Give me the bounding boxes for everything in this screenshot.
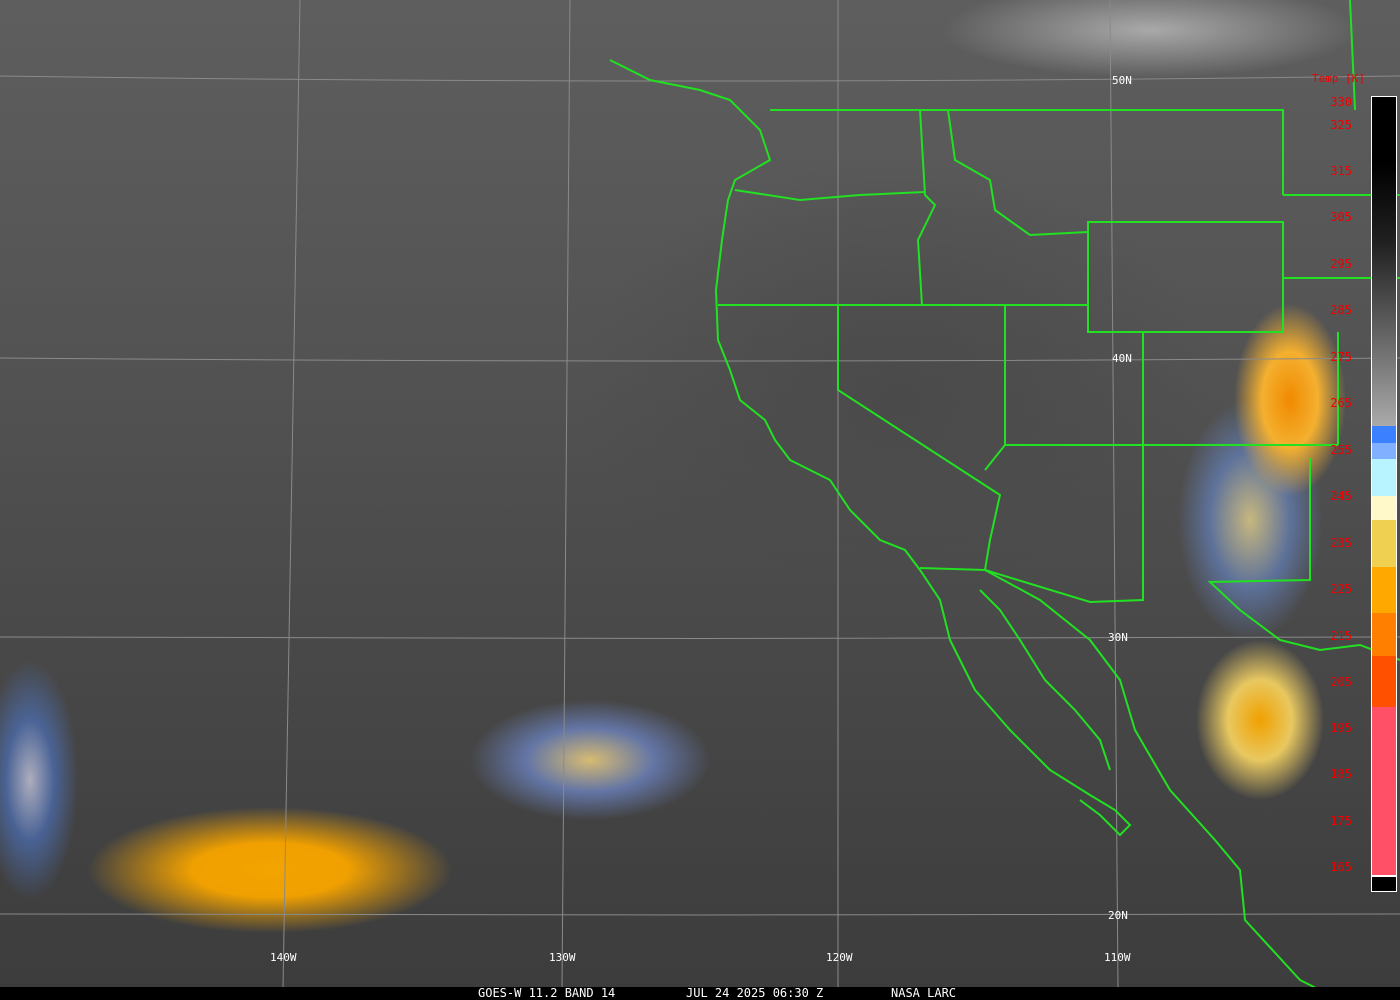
wa-or-border [734, 189, 926, 202]
grid-line-140w [282, 0, 301, 989]
lon-label-140w: 140W [270, 951, 297, 964]
tx-border [1207, 332, 1400, 661]
colorbar-segment-gray [1372, 97, 1396, 426]
colorbar-tick-label: 295 [1330, 257, 1352, 271]
ca-nv-border [837, 305, 1002, 572]
mexico-mainland-coast [984, 569, 1341, 1000]
wy-box [1087, 221, 1284, 333]
lon-label-130w: 130W [549, 951, 576, 964]
colorbar-tick-label: 225 [1330, 582, 1352, 596]
idaho-border [916, 109, 937, 306]
grid-line-110w [1109, 0, 1119, 989]
co-nm-border [984, 332, 1144, 604]
colorbar-tick-label: 265 [1330, 396, 1352, 410]
colorbar-tick-label: 235 [1330, 536, 1352, 550]
colorbar-segment-white [1372, 875, 1396, 877]
colorbar-tick-label: 185 [1330, 767, 1352, 781]
nv-ut-border [984, 305, 1006, 471]
colorbar-tick-label: 205 [1330, 675, 1352, 689]
caption-datetime: JUL 24 2025 06:30 Z [686, 986, 824, 1000]
lat-label-40n: 40N [1112, 352, 1132, 365]
colorbar-segment-gold [1372, 567, 1396, 613]
colorbar-tick-label: 195 [1330, 721, 1352, 735]
grid-line-40n [0, 357, 1400, 362]
colorbar-segment-cream [1372, 496, 1396, 520]
grid-line-130w [561, 0, 571, 989]
colorbar-segment-light-blue [1372, 459, 1396, 496]
colorbar-tick-label: 305 [1330, 210, 1352, 224]
colorbar-segment-pink [1372, 707, 1396, 875]
image-caption: GOES-W 11.2 BAND 14 JUL 24 2025 06:30 Z … [0, 987, 1400, 1000]
colorbar-tick-label: 285 [1330, 303, 1352, 317]
lat-label-50n: 50N [1112, 74, 1132, 87]
caption-satellite-band: GOES-W 11.2 BAND 14 [478, 986, 616, 1000]
colorbar-tick-label: 255 [1330, 443, 1352, 457]
coastline [609, 59, 1132, 837]
baja-gulf-coast [979, 589, 1111, 771]
colorbar-segment-orange [1372, 613, 1396, 656]
colorbar-tick-label: 165 [1330, 860, 1352, 874]
colorbar-tick-label: 275 [1330, 350, 1352, 364]
us-canada-border [770, 109, 1284, 195]
colorbar-tick-label: 325 [1330, 118, 1352, 132]
borders [609, 0, 1400, 1000]
colorbar-segment-blue [1372, 426, 1396, 443]
colorbar-tick-label: 175 [1330, 814, 1352, 828]
mt-id-border [947, 109, 1089, 237]
colorbar-tick-label: 330 [1330, 95, 1352, 109]
lat-label-30n: 30N [1108, 631, 1128, 644]
colorbar-tick-label: 245 [1330, 489, 1352, 503]
temperature-colorbar [1371, 96, 1397, 892]
lon-label-110w: 110W [1104, 951, 1131, 964]
grid-line-50n [0, 75, 1400, 82]
colorbar-tick-label: 315 [1330, 164, 1352, 178]
colorbar-title: Temp [K] [1312, 72, 1365, 85]
colorbar-tick-label: 215 [1330, 629, 1352, 643]
colorbar-segment-mid-blue [1372, 443, 1396, 459]
lon-label-120w: 120W [826, 951, 853, 964]
colorbar-segment-black [1372, 877, 1396, 891]
colorbar-segment-red-orange [1372, 656, 1396, 707]
grid-line-20n [0, 913, 1400, 916]
grid-line-30n [0, 636, 1400, 639]
caption-source: NASA LARC [891, 986, 957, 1000]
colorbar-segment-yellow [1372, 520, 1396, 567]
lat-label-20n: 20N [1108, 909, 1128, 922]
